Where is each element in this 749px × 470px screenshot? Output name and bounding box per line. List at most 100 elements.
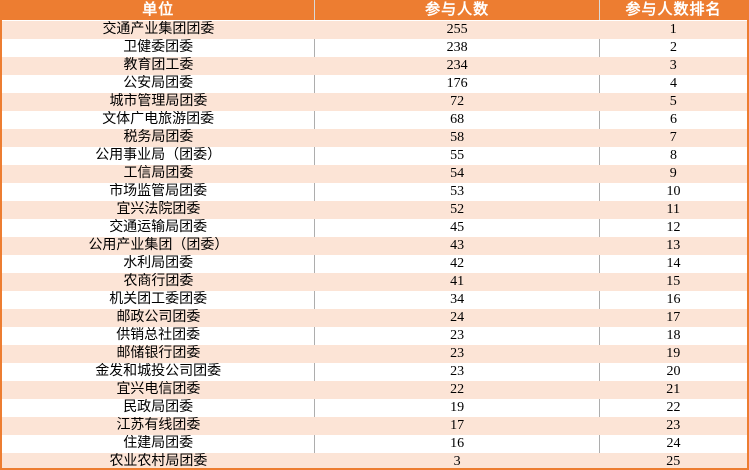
table-row: 农业农村局团委 3 25: [2, 453, 747, 469]
rank-cell: 23: [666, 418, 681, 433]
rank-cell: 10: [666, 184, 681, 199]
participants-cell: 72: [450, 94, 465, 109]
participants-cell: 55: [314, 147, 600, 165]
unit-cell: 文体广电旅游团委: [2, 111, 316, 129]
header-row: 单位 参与人数 参与人数排名: [2, 0, 747, 21]
rank-cell: 6: [669, 112, 677, 127]
participants-cell: 43: [450, 238, 465, 253]
rank-cell: 18: [666, 328, 681, 343]
rank-cell: 17: [666, 310, 681, 325]
unit-cell: 邮储银行团委: [116, 346, 201, 361]
rank-cell: 9: [669, 166, 677, 181]
unit-cell: 农业农村局团委: [109, 454, 208, 469]
participants-cell: 52: [450, 202, 465, 217]
table-header: 单位 参与人数 参与人数排名: [2, 0, 747, 21]
unit-cell: 农商行团委: [123, 274, 194, 289]
unit-cell: 公用产业集团（团委）: [88, 238, 229, 253]
table-row: 公用事业局（团委） 55 8: [2, 147, 747, 165]
table-row: 农商行团委 41 15: [2, 273, 747, 291]
table-row: 邮储银行团委 23 19: [2, 345, 747, 363]
unit-cell: 机关团工委团委: [2, 291, 316, 309]
participants-cell: 3: [453, 454, 461, 469]
column-header-unit: 单位: [2, 0, 316, 21]
unit-cell: 交通运输局团委: [2, 219, 316, 237]
table-row: 公安局团委 176 4: [2, 75, 747, 93]
participants-cell: 41: [450, 274, 465, 289]
rank-cell: 20: [666, 364, 681, 379]
rank-cell: 13: [666, 238, 681, 253]
rank-cell: 1: [669, 22, 677, 37]
column-header-rank: 参与人数排名: [599, 0, 747, 21]
table-row: 供销总社团委 23 18: [2, 327, 747, 345]
participants-cell: 238: [314, 39, 600, 57]
unit-cell: 城市管理局团委: [109, 94, 208, 109]
unit-cell: 卫健委团委: [2, 39, 316, 57]
table-row: 公用产业集团（团委） 43 13: [2, 237, 747, 255]
participants-cell: 19: [314, 399, 600, 417]
rank-cell: 19: [666, 346, 681, 361]
unit-cell: 公安局团委: [2, 75, 316, 93]
unit-cell: 教育团工委: [123, 58, 194, 73]
unit-cell: 江苏有线团委: [116, 418, 201, 433]
unit-cell: 水利局团委: [2, 255, 316, 273]
unit-cell: 交通产业集团团委: [102, 22, 215, 37]
rank-cell: 25: [666, 454, 681, 469]
table-row: 卫健委团委 238 2: [2, 39, 747, 57]
unit-cell: 供销总社团委: [2, 327, 316, 345]
participants-cell: 45: [314, 219, 600, 237]
table-row: 宜兴电信团委 22 21: [2, 381, 747, 399]
rank-cell: 3: [669, 58, 677, 73]
table-row: 住建局团委 16 24: [2, 435, 747, 453]
unit-cell: 公用事业局（团委）: [2, 147, 316, 165]
table-row: 宜兴法院团委 52 11: [2, 201, 747, 219]
participants-cell: 34: [314, 291, 600, 309]
participants-cell: 23: [314, 327, 600, 345]
table-row: 文体广电旅游团委 68 6: [2, 111, 747, 129]
participants-cell: 23: [450, 346, 465, 361]
participants-cell: 22: [450, 382, 465, 397]
participants-cell: 54: [450, 166, 465, 181]
column-header-participants: 参与人数: [314, 0, 600, 21]
unit-cell: 住建局团委: [2, 435, 316, 453]
rank-cell: 14: [666, 256, 681, 271]
rank-cell: 15: [666, 274, 681, 289]
table-row: 工信局团委 54 9: [2, 165, 747, 183]
unit-cell: 金发和城投公司团委: [2, 363, 316, 381]
rank-cell: 12: [666, 220, 681, 235]
unit-cell: 宜兴法院团委: [116, 202, 201, 217]
participants-cell: 42: [314, 255, 600, 273]
table-row: 城市管理局团委 72 5: [2, 93, 747, 111]
participants-cell: 58: [450, 130, 465, 145]
participants-cell: 24: [450, 310, 465, 325]
participants-cell: 68: [314, 111, 600, 129]
rank-cell: 4: [669, 76, 677, 91]
rank-cell: 22: [666, 400, 681, 415]
table-row: 民政局团委 19 22: [2, 399, 747, 417]
unit-cell: 工信局团委: [123, 166, 194, 181]
rank-cell: 16: [666, 292, 681, 307]
participants-cell: 234: [446, 58, 468, 73]
unit-cell: 市场监管局团委: [2, 183, 316, 201]
rank-cell: 21: [666, 382, 681, 397]
rank-cell: 24: [666, 436, 681, 451]
participants-cell: 17: [450, 418, 465, 433]
participants-cell: 176: [314, 75, 600, 93]
table-row: 邮政公司团委 24 17: [2, 309, 747, 327]
rank-cell: 2: [669, 40, 677, 55]
unit-cell: 宜兴电信团委: [116, 382, 201, 397]
participants-cell: 255: [446, 22, 468, 37]
table-row: 江苏有线团委 17 23: [2, 417, 747, 435]
rank-cell: 7: [669, 130, 677, 145]
table-row: 市场监管局团委 53 10: [2, 183, 747, 201]
participants-cell: 16: [314, 435, 600, 453]
unit-cell: 税务局团委: [123, 130, 194, 145]
rank-cell: 11: [666, 202, 680, 217]
table-row: 税务局团委 58 7: [2, 129, 747, 147]
table-body: 交通产业集团团委 255 1 卫健委团委 238 2 教育团工委 234 3 公安局团委 176 4 城…: [2, 20, 747, 469]
participants-cell: 23: [314, 363, 600, 381]
participants-cell: 53: [314, 183, 600, 201]
rank-cell: 8: [669, 148, 677, 163]
unit-cell: 民政局团委: [2, 399, 316, 417]
